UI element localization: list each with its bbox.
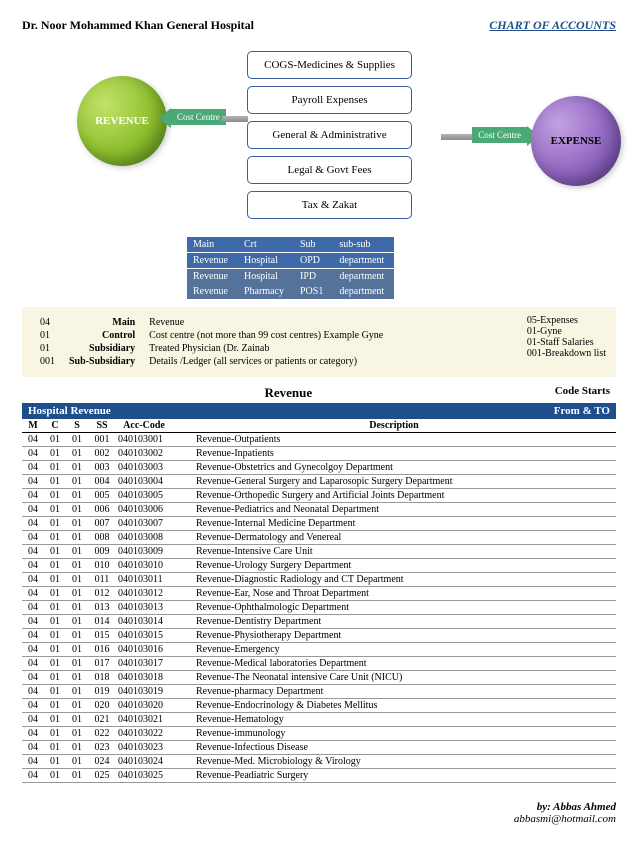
hospital-name: Dr. Noor Mohammed Khan General Hospital	[22, 18, 254, 33]
table-row: 040101025040103025Revenue-Peadiatric Sur…	[22, 769, 616, 783]
table-row: 040101015040103015Revenue-Physiotherapy …	[22, 629, 616, 643]
table-row: 040101012040103012Revenue-Ear, Nose and …	[22, 587, 616, 601]
table-row: 040101009040103009Revenue-Intensive Care…	[22, 545, 616, 559]
table-row: 040101002040103002Revenue-Inpatients	[22, 447, 616, 461]
connector-right	[441, 134, 475, 140]
table-row: 040101020040103020Revenue-Endocrinology …	[22, 699, 616, 713]
category-box: Legal & Govt Fees	[247, 156, 412, 184]
col-head: Sub	[294, 237, 333, 253]
table-row: 040101003040103003Revenue-Obstetrics and…	[22, 461, 616, 475]
table-row: 040101021040103021Revenue-Hematology	[22, 713, 616, 727]
cost-centre-badge-right: Cost Centre	[472, 127, 527, 143]
table-row: 040101004040103004Revenue-General Surger…	[22, 475, 616, 489]
accounts-table: MCSSSAcc-CodeDescription 040101001040103…	[22, 419, 616, 783]
expense-node: EXPENSE	[531, 96, 621, 186]
cost-centre-badge-left: Cost Centre	[171, 109, 226, 125]
page-title: CHART OF ACCOUNTS	[489, 18, 616, 33]
table-row: 040101007040103007Revenue-Internal Medic…	[22, 517, 616, 531]
table-row: 040101017040103017Revenue-Medical labora…	[22, 657, 616, 671]
table-row: 040101005040103005Revenue-Orthopedic Sur…	[22, 489, 616, 503]
table-row: 040101023040103023Revenue-Infectious Dis…	[22, 741, 616, 755]
table-row: 040101013040103013Revenue-Ophthalmologic…	[22, 601, 616, 615]
footer: by: Abbas Ahmed abbasmi@hotmail.com	[22, 801, 616, 825]
table-row: 040101018040103018Revenue-The Neonatal i…	[22, 671, 616, 685]
section-band: Hospital Revenue From & TO	[22, 403, 616, 419]
col-head: sub-sub	[333, 237, 394, 253]
flow-diagram: REVENUE Cost Centre COGS-Medicines & Sup…	[22, 41, 616, 231]
category-box: Payroll Expenses	[247, 86, 412, 114]
category-box: Tax & Zakat	[247, 191, 412, 219]
category-box: General & Administrative	[247, 121, 412, 149]
table-row: 040101022040103022Revenue-immunology	[22, 727, 616, 741]
col-head: Crt	[238, 237, 294, 253]
table-row: 040101019040103019Revenue-pharmacy Depar…	[22, 685, 616, 699]
table-row: 040101024040103024Revenue-Med. Microbiol…	[22, 755, 616, 769]
structure-table: Main Crt Sub sub-sub RevenueHospitalOPDd…	[187, 237, 394, 299]
table-row: 040101014040103014Revenue-Dentistry Depa…	[22, 615, 616, 629]
revenue-node: REVENUE	[77, 76, 167, 166]
connector-left	[222, 116, 248, 122]
table-row: 040101016040103016Revenue-Emergency	[22, 643, 616, 657]
table-row: 040101011040103011Revenue-Diagnostic Rad…	[22, 573, 616, 587]
table-row: 040101008040103008Revenue-Dermatology an…	[22, 531, 616, 545]
section-header: Revenue Code Starts	[22, 383, 616, 403]
code-legend: 04MainRevenue 01ControlCost centre (not …	[22, 307, 616, 377]
col-head: Main	[187, 237, 238, 253]
table-row: 040101006040103006Revenue-Pediatrics and…	[22, 503, 616, 517]
table-row: 040101001040103001Revenue-Outpatients	[22, 433, 616, 447]
category-box: COGS-Medicines & Supplies	[247, 51, 412, 79]
table-row: 040101010040103010Revenue-Urology Surger…	[22, 559, 616, 573]
